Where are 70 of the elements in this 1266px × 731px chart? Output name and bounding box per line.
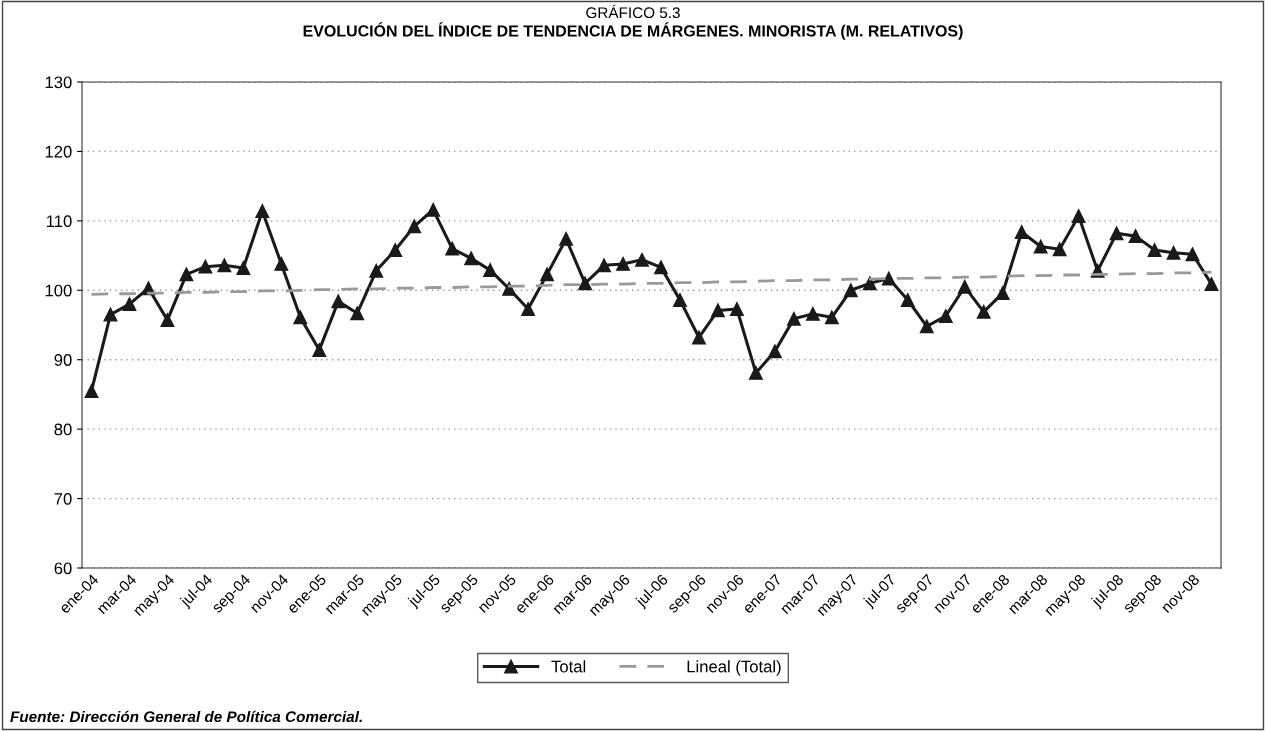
point bbox=[919, 319, 934, 334]
point bbox=[862, 276, 877, 291]
point bbox=[540, 267, 555, 282]
legend-label: Lineal (Total) bbox=[687, 660, 781, 676]
point bbox=[824, 310, 839, 325]
point bbox=[1185, 247, 1200, 262]
point bbox=[1147, 243, 1162, 257]
point bbox=[388, 243, 403, 257]
point bbox=[843, 283, 858, 298]
point bbox=[255, 204, 270, 219]
y-tick-label: 120 bbox=[45, 145, 72, 158]
chart-subtitle: EVOLUCIÓN DEL ÍNDICE DE TENDENCIA DE MÁRGENES. MINORISTA (M. RELATIVOS) bbox=[303, 22, 963, 40]
point bbox=[1204, 277, 1219, 291]
point bbox=[976, 304, 991, 319]
point bbox=[369, 263, 384, 278]
point bbox=[900, 293, 915, 307]
point bbox=[236, 261, 251, 276]
point bbox=[1033, 239, 1048, 254]
point bbox=[122, 297, 137, 312]
source-note: Fuente: Dirección General de Política Comercial. bbox=[10, 710, 362, 723]
point bbox=[350, 306, 365, 321]
point bbox=[160, 313, 175, 328]
point bbox=[786, 311, 801, 326]
point bbox=[274, 256, 289, 271]
y-tick-label: 130 bbox=[45, 76, 72, 89]
point bbox=[957, 279, 972, 294]
y-tick-label: 70 bbox=[54, 492, 72, 505]
point bbox=[312, 343, 327, 357]
point bbox=[179, 267, 194, 282]
point bbox=[805, 306, 820, 321]
point bbox=[635, 252, 649, 267]
point bbox=[1166, 245, 1181, 260]
point bbox=[710, 303, 725, 318]
point bbox=[198, 259, 213, 274]
point bbox=[729, 302, 744, 316]
point bbox=[995, 286, 1010, 301]
point bbox=[1128, 229, 1143, 244]
point bbox=[426, 202, 441, 217]
point bbox=[84, 384, 99, 398]
y-tick-label: 80 bbox=[54, 423, 72, 436]
point bbox=[483, 263, 498, 278]
point bbox=[654, 260, 668, 275]
y-tick-label: 110 bbox=[46, 215, 72, 228]
point bbox=[881, 271, 896, 286]
point bbox=[1071, 209, 1086, 223]
point bbox=[938, 309, 953, 323]
point bbox=[559, 231, 574, 246]
point bbox=[293, 310, 308, 325]
point bbox=[692, 330, 706, 345]
point bbox=[578, 276, 593, 291]
point bbox=[521, 302, 536, 316]
point bbox=[103, 307, 118, 322]
point bbox=[217, 258, 232, 273]
point bbox=[407, 219, 422, 234]
point bbox=[748, 365, 763, 380]
point bbox=[464, 251, 479, 266]
point bbox=[616, 256, 630, 271]
legend-label: Total bbox=[551, 660, 586, 673]
point bbox=[1014, 225, 1029, 239]
chart-title: GRÁFICO 5.3 bbox=[586, 4, 680, 19]
point bbox=[673, 293, 687, 307]
point bbox=[1052, 242, 1067, 257]
point bbox=[331, 294, 346, 309]
y-tick-label: 60 bbox=[54, 562, 72, 575]
point bbox=[1109, 226, 1124, 241]
point bbox=[597, 258, 611, 273]
y-tick-label: 90 bbox=[54, 354, 72, 366]
point bbox=[767, 344, 782, 359]
point bbox=[445, 241, 460, 256]
y-tick-label: 100 bbox=[45, 284, 72, 297]
